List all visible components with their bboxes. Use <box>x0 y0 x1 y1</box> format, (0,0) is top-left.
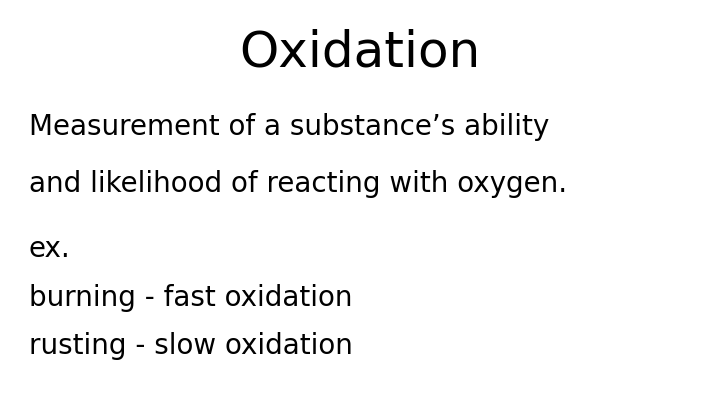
Text: burning - fast oxidation: burning - fast oxidation <box>29 284 352 311</box>
Text: ex.: ex. <box>29 235 71 263</box>
Text: Measurement of a substance’s ability: Measurement of a substance’s ability <box>29 113 549 141</box>
Text: Oxidation: Oxidation <box>239 28 481 77</box>
Text: rusting - slow oxidation: rusting - slow oxidation <box>29 332 353 360</box>
Text: and likelihood of reacting with oxygen.: and likelihood of reacting with oxygen. <box>29 170 567 198</box>
